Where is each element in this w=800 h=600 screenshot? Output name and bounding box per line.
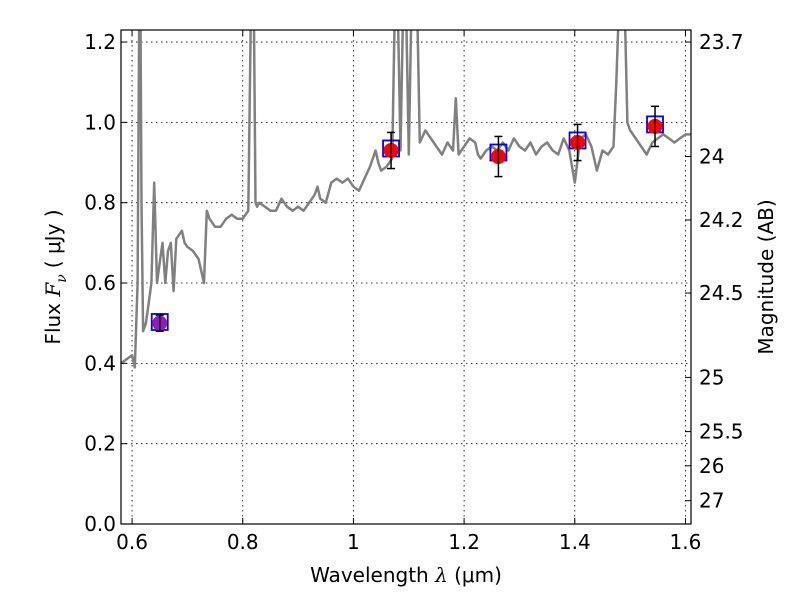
y2-tick-label: 24 <box>699 145 724 169</box>
photometry-points-layer <box>150 105 664 332</box>
model-spectrum-line <box>121 30 691 369</box>
x-axis-label: Wavelength λ (μm) <box>310 563 502 587</box>
y2-tick-label: 25.5 <box>699 420 744 444</box>
y2-tick-label: 27 <box>699 489 724 513</box>
y2-tick-label: 23.7 <box>699 30 744 54</box>
y-tick-label: 1.2 <box>84 30 116 54</box>
y2-tick-label: 24.5 <box>699 281 744 305</box>
x-tick-label: 1.4 <box>559 530 591 554</box>
grid-lines <box>121 30 691 525</box>
y-tick-label: 1.0 <box>84 110 116 134</box>
x-tick-label: 1.2 <box>448 530 480 554</box>
x-tick-label: 0.8 <box>227 530 259 554</box>
y2-axis-label: Magnitude (AB) <box>754 199 778 354</box>
model-spectrum-layer <box>121 30 691 369</box>
y-tick-label: 0.8 <box>84 191 116 215</box>
y-tick-label: 0.4 <box>84 351 116 375</box>
x-tick-label: 1.6 <box>670 530 702 554</box>
y-tick-label: 0.6 <box>84 271 116 295</box>
y2-tick-label: 25 <box>699 365 724 389</box>
plot-frame <box>120 29 692 525</box>
axis-ticks: 0.6 0.8 1 1.2 1.4 1.6 0.0 0.2 0.4 0.6 0.8 1.0 1.2 23.… <box>84 30 744 554</box>
y-tick-label: 0.0 <box>84 512 116 536</box>
x-tick-label: 1 <box>347 530 360 554</box>
y-tick-label: 0.2 <box>84 432 116 456</box>
y2-tick-label: 24.2 <box>699 208 744 232</box>
y2-tick-label: 26 <box>699 454 724 478</box>
x-tick-label: 0.6 <box>116 530 148 554</box>
y-axis-label: Flux Fν( μJy ) <box>41 209 70 344</box>
